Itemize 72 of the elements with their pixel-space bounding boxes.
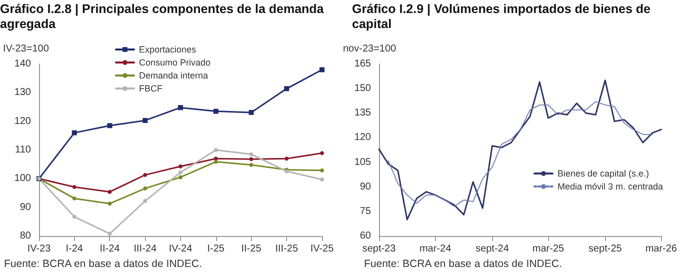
y-tick-label: 150 <box>354 83 372 94</box>
point <box>108 202 112 206</box>
y-tick-label: 60 <box>360 230 372 242</box>
y-tick-label: 105 <box>354 156 372 168</box>
point <box>143 186 148 190</box>
y-tick-label: 130 <box>14 87 32 98</box>
legend-label: Bienes de capital (s.e.) <box>557 168 650 178</box>
point <box>249 157 254 162</box>
point <box>178 175 182 180</box>
legend-label: Demanda interna <box>139 70 208 80</box>
y-tick-label: 90 <box>20 202 32 213</box>
point <box>72 184 76 189</box>
x-tick-label: I-25 <box>207 244 225 254</box>
point <box>248 110 254 115</box>
x-tick-label: I-24 <box>66 244 84 254</box>
point <box>142 118 148 123</box>
y-tick-label: 120 <box>14 116 32 127</box>
x-tick-label: mar-25 <box>532 244 565 254</box>
point <box>72 196 76 200</box>
point <box>249 162 254 167</box>
x-tick-label: IV-23 <box>27 244 52 254</box>
point <box>214 148 218 152</box>
x-tick-label: III-25 <box>275 244 298 254</box>
x-tick-label: sept-25 <box>588 244 622 254</box>
y-axis-title: nov-23=100 <box>343 44 397 54</box>
x-tick-label: IV-25 <box>310 244 334 254</box>
point <box>320 178 324 182</box>
point <box>143 172 148 177</box>
x-tick-label: sept-24 <box>476 244 510 254</box>
y-tick-label: 135 <box>354 108 372 119</box>
y-tick-label: 80 <box>20 230 32 242</box>
point <box>284 156 289 161</box>
point <box>213 108 218 114</box>
y-tick-label: 90 <box>360 181 372 192</box>
legend-label: Media móvil 3 m. centrada <box>557 182 664 192</box>
point <box>143 199 148 204</box>
source-note: Fuente: BCRA en base a datos de INDEC. <box>364 258 562 270</box>
y-tick-label: 165 <box>354 58 372 70</box>
legend-label: Consumo Privado <box>139 58 211 68</box>
point <box>320 151 324 156</box>
chart-title: Gráfico I.2.8 | Principales componentes de la demanda agregada <box>0 2 325 32</box>
point <box>178 105 183 110</box>
y-tick-label: 140 <box>14 58 32 70</box>
chart-title: Gráfico I.2.9 | Volúmenes importados de bienes de capital <box>352 2 652 32</box>
point <box>72 214 76 219</box>
y-tick-label: 75 <box>360 206 372 217</box>
y-tick-label: 120 <box>354 132 372 144</box>
source-note: Fuente: BCRA en base a datos de INDEC. <box>4 258 202 270</box>
point <box>108 190 112 194</box>
point <box>178 164 182 168</box>
x-tick-label: II-25 <box>241 244 262 254</box>
x-tick-label: III-24 <box>134 244 157 254</box>
point <box>72 130 77 136</box>
x-tick-label: II-24 <box>100 244 120 254</box>
point <box>107 123 112 128</box>
point <box>108 232 112 236</box>
point <box>214 160 218 164</box>
y-axis-title: IV-23=100 <box>3 44 50 54</box>
legend-label: Exportaciones <box>139 44 197 54</box>
x-tick-label: mar-26 <box>645 244 678 254</box>
point <box>249 152 254 156</box>
x-tick-label: mar-24 <box>419 244 452 254</box>
line-series <box>378 80 662 220</box>
point <box>178 170 182 174</box>
point <box>284 86 290 92</box>
point <box>320 67 324 72</box>
x-tick-label: IV-24 <box>168 244 193 254</box>
y-tick-label: 100 <box>14 173 32 184</box>
x-tick-label: sept-23 <box>362 244 396 254</box>
y-tick-label: 110 <box>15 144 32 156</box>
point <box>320 168 324 172</box>
legend-label: FBCF <box>139 84 163 94</box>
